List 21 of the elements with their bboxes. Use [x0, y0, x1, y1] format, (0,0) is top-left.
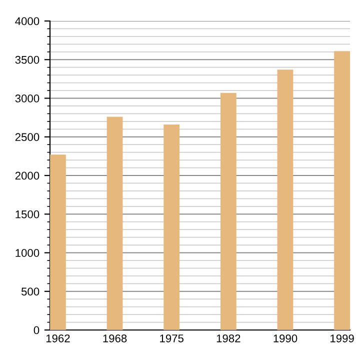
y-tick-label: 1000	[16, 249, 40, 257]
bar	[50, 154, 66, 330]
bar	[106, 116, 123, 330]
x-tick-label: 1975	[160, 334, 184, 342]
y-tick-label: 500	[21, 288, 40, 296]
y-tick-label: 3000	[15, 94, 40, 102]
x-tick-label: 1982	[216, 334, 240, 342]
bar	[277, 70, 294, 330]
y-tick-label: 3500	[15, 56, 40, 64]
y-tick-label: 1500	[16, 210, 40, 218]
y-tick-label: 4000	[15, 17, 40, 26]
bar	[220, 92, 236, 330]
y-tick-label: 0	[34, 326, 40, 334]
bar	[334, 51, 350, 330]
y-tick-label: 2000	[15, 172, 40, 180]
y-tick-label: 2500	[15, 133, 40, 142]
x-tick-label: 1962	[46, 334, 70, 342]
bar	[164, 124, 180, 330]
x-tick-label: 1968	[103, 334, 127, 342]
x-tick-label: 1999	[330, 334, 354, 342]
x-tick-label: 1990	[274, 334, 298, 342]
